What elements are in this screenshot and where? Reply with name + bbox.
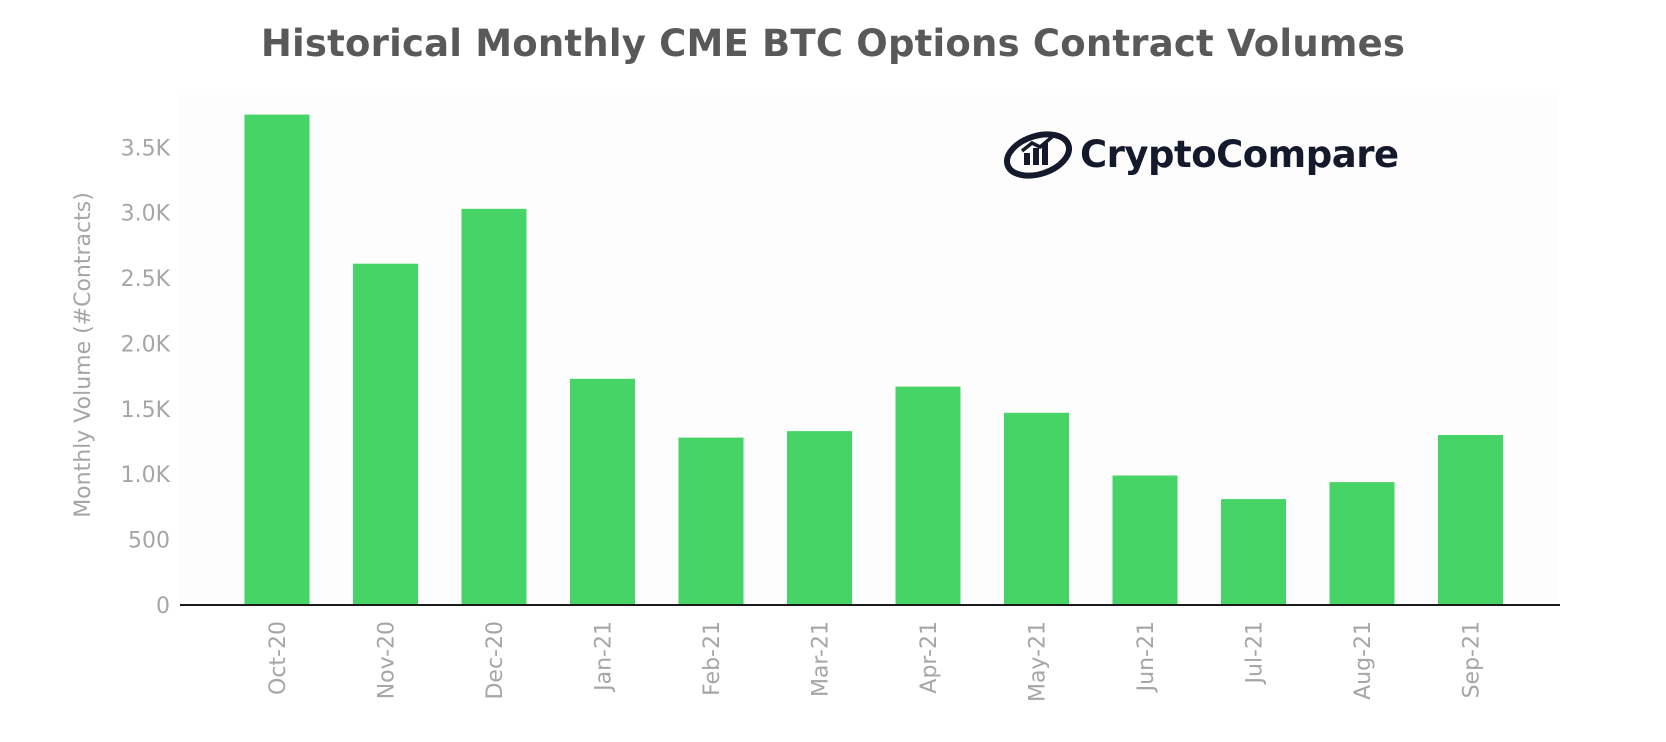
bar-mar-21 bbox=[787, 431, 852, 605]
y-tick-label: 0 bbox=[156, 594, 170, 619]
bar-apr-21 bbox=[895, 386, 961, 605]
logo-text: CryptoCompare bbox=[1080, 133, 1399, 176]
x-tick-label: Jan-21 bbox=[592, 621, 617, 693]
y-tick-label: 3.5K bbox=[121, 136, 171, 161]
y-tick-label: 2.0K bbox=[121, 333, 171, 358]
x-tick-label: Dec-20 bbox=[483, 621, 508, 700]
x-tick-label: Jul-21 bbox=[1243, 621, 1268, 685]
y-tick-label: 1.0K bbox=[121, 463, 171, 488]
x-tick-label: Aug-21 bbox=[1351, 621, 1376, 700]
x-axis-ticks: Oct-20 Nov-20 Dec-20 Jan-21 Feb-21 Mar-21 Apr-… bbox=[266, 621, 1485, 702]
y-tick-label: 2.5K bbox=[121, 267, 171, 292]
cryptocompare-logo: CryptoCompare bbox=[1004, 131, 1399, 179]
chart-title: Historical Monthly CME BTC Options Contr… bbox=[260, 22, 1406, 65]
x-tick-label: Sep-21 bbox=[1460, 621, 1485, 698]
bar-feb-21 bbox=[678, 437, 744, 605]
bar-jul-21 bbox=[1221, 499, 1286, 605]
y-tick-label: 3.0K bbox=[121, 202, 171, 227]
x-tick-label: Mar-21 bbox=[809, 621, 834, 697]
x-tick-label: Feb-21 bbox=[700, 621, 725, 696]
y-axis-ticks: 0 500 1.0K 1.5K 2.0K 2.5K 3.0K 3.5K bbox=[121, 136, 171, 619]
bar-jan-21 bbox=[570, 378, 635, 605]
bar-oct-20 bbox=[244, 114, 310, 605]
bars bbox=[244, 114, 1503, 606]
x-tick-label: Nov-20 bbox=[375, 621, 400, 699]
bar-jun-21 bbox=[1112, 475, 1178, 605]
y-tick-label: 500 bbox=[128, 529, 170, 554]
x-tick-label: Jun-21 bbox=[1134, 621, 1159, 693]
bar-dec-20 bbox=[461, 208, 527, 606]
y-tick-label: 1.5K bbox=[121, 398, 171, 423]
y-axis-title: Monthly Volume (#Contracts) bbox=[71, 192, 96, 518]
cryptocompare-logo-icon bbox=[1004, 131, 1072, 179]
x-tick-label: Oct-20 bbox=[266, 621, 291, 695]
bar-aug-21 bbox=[1329, 482, 1395, 605]
x-tick-label: Apr-21 bbox=[917, 621, 942, 694]
bar-sep-21 bbox=[1438, 435, 1503, 605]
bar-nov-20 bbox=[353, 263, 418, 605]
x-tick-label: May-21 bbox=[1026, 621, 1051, 702]
bar-may-21 bbox=[1004, 412, 1069, 605]
